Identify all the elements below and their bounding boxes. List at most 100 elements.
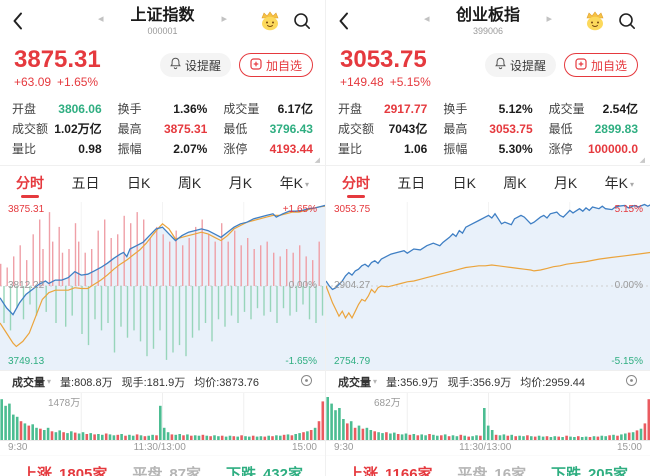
- volume-info-row: 成交量 ▾ 量:808.8万 现手:181.9万 均价:3873.76: [0, 370, 325, 393]
- add-watchlist-label: 加自选: [265, 58, 302, 73]
- bell-icon: [170, 57, 181, 73]
- set-alert-label: 设提醒: [184, 58, 221, 73]
- time-open: 9:30: [334, 442, 354, 453]
- volume-max-label: 1478万: [48, 398, 81, 409]
- current-price: 3875.31: [14, 46, 101, 73]
- breadth-advancers: 上涨 1166家: [348, 466, 433, 476]
- page-title: 创业板指: [455, 7, 521, 24]
- tab-monthly-k[interactable]: 月K: [553, 175, 578, 191]
- axis-label-low-pct: -1.65%: [285, 356, 317, 367]
- tab-yearly-k[interactable]: 年K ▾: [604, 175, 634, 191]
- stat-amount: 成交额 1.02万亿: [12, 122, 102, 136]
- volume-current: 现手:181.9万: [121, 376, 186, 389]
- axis-label-low: 2754.79: [334, 356, 371, 367]
- axis-label-high-pct: +1.65%: [282, 204, 317, 215]
- stat-volume: 成交量 6.17亿: [223, 102, 313, 116]
- add-watchlist-button[interactable]: 加自选: [563, 53, 638, 77]
- stat-amount: 成交额 7043亿: [338, 122, 428, 136]
- add-box-icon: [250, 57, 262, 73]
- set-alert-button[interactable]: 设提醒: [159, 53, 231, 77]
- intraday-chart-svg[interactable]: [326, 202, 650, 370]
- tab-yearly-k[interactable]: 年K ▾: [279, 175, 309, 191]
- stats-grid: 开盘 2917.77 换手 5.12% 成交量 2.54亿 成交额 7043亿 最高 30…: [326, 96, 650, 166]
- stat-volume: 成交量 2.54亿: [548, 102, 638, 116]
- search-icon[interactable]: [618, 12, 636, 35]
- stat-volume-ratio: 量比 1.06: [338, 142, 428, 156]
- time-open: 9:30: [8, 442, 28, 453]
- tab-5day[interactable]: 五日: [397, 175, 426, 191]
- expand-handle-icon[interactable]: ◢: [639, 157, 645, 164]
- time-axis: 9:30 11:30/13:00 15:00: [0, 441, 325, 456]
- prev-index-arrow-icon[interactable]: ◂: [98, 13, 104, 25]
- expand-handle-icon[interactable]: ◢: [314, 157, 320, 164]
- crown-face-emoji[interactable]: [259, 10, 281, 36]
- panel-chinext-index: ◂ 创业板指 399006 ▸ 3053.75 +149.48 +5.15% 设提…: [325, 0, 650, 476]
- axis-label-mid: 2904.27: [334, 280, 371, 291]
- volume-dropdown[interactable]: 成交量 ▾: [338, 376, 378, 389]
- crown-face-emoji[interactable]: [584, 10, 606, 36]
- search-icon[interactable]: [293, 12, 311, 35]
- volume-chart[interactable]: 1478万: [0, 393, 325, 441]
- add-watchlist-label: 加自选: [590, 58, 627, 73]
- change-percent: +1.65%: [57, 75, 99, 89]
- volume-max-label: 682万: [374, 398, 401, 409]
- chevron-down-icon: ▾: [629, 180, 634, 189]
- tab-daily-k[interactable]: 日K: [127, 175, 151, 191]
- market-breadth: 上涨 1166家 平盘 16家 下跌 205家: [326, 456, 650, 476]
- breadth-decliners: 下跌 432家: [225, 466, 303, 476]
- tab-weekly-k[interactable]: 周K: [177, 175, 202, 191]
- prev-index-arrow-icon[interactable]: ◂: [424, 13, 430, 25]
- chart-settings-icon[interactable]: [300, 374, 313, 390]
- set-alert-button[interactable]: 设提醒: [484, 53, 556, 77]
- axis-label-high: 3875.31: [8, 204, 45, 215]
- quote-block: 3875.31 +63.09 +1.65% 设提醒 加自选: [0, 44, 325, 96]
- intraday-chart[interactable]: 3053.75 5.15% 2904.27 0.00% 2754.79 -5.1…: [326, 202, 650, 370]
- intraday-chart[interactable]: 3875.31 +1.65% 3812.22 0.00% 3749.13 -1.…: [0, 202, 325, 370]
- volume-dropdown[interactable]: 成交量 ▾: [12, 376, 52, 389]
- tab-weekly-k[interactable]: 周K: [503, 175, 527, 191]
- stat-low: 最低 3796.43: [223, 122, 313, 136]
- stock-code: 399006: [472, 26, 504, 36]
- axis-label-mid: 3812.22: [8, 280, 45, 291]
- volume-avg-price: 均价:3873.76: [194, 376, 260, 389]
- volume-chart-svg[interactable]: [0, 393, 325, 441]
- tab-daily-k[interactable]: 日K: [452, 175, 476, 191]
- intraday-chart-svg[interactable]: [0, 202, 325, 370]
- stat-limit-up: 涨停 100000.0: [548, 142, 638, 156]
- breadth-unchanged: 平盘 87家: [132, 466, 202, 476]
- back-icon[interactable]: [338, 11, 350, 36]
- add-watchlist-button[interactable]: 加自选: [238, 53, 313, 77]
- change-value: +63.09: [14, 75, 52, 89]
- change-value: +149.48: [340, 75, 384, 89]
- volume-chart-svg[interactable]: [326, 393, 650, 441]
- back-icon[interactable]: [12, 11, 24, 36]
- next-index-arrow-icon[interactable]: ▸: [221, 13, 227, 25]
- stock-code: 000001: [147, 26, 178, 36]
- axis-label-low-pct: -5.15%: [611, 356, 643, 367]
- volume-current: 现手:356.9万: [447, 376, 512, 389]
- breadth-advancers: 上涨 1805家: [22, 466, 108, 476]
- stat-amplitude: 振幅 5.30%: [443, 142, 533, 156]
- chart-tabs: 分时 五日 日K 周K 月K 年K ▾: [0, 166, 325, 202]
- tab-intraday[interactable]: 分时: [342, 173, 370, 197]
- chart-tabs: 分时 五日 日K 周K 月K 年K ▾: [326, 166, 650, 202]
- volume-chart[interactable]: 682万: [326, 393, 650, 441]
- chevron-down-icon: ▾: [304, 180, 309, 189]
- chart-settings-icon[interactable]: [625, 374, 638, 390]
- tab-5day[interactable]: 五日: [71, 175, 100, 191]
- next-index-arrow-icon[interactable]: ▸: [546, 13, 552, 25]
- page-title: 上证指数: [130, 7, 195, 24]
- volume-avg-price: 均价:2959.44: [520, 376, 586, 389]
- panel-shanghai-index: ◂ 上证指数 000001 ▸ 3875.31 +63.09 +1.65% 设提醒: [0, 0, 325, 476]
- time-midday: 11:30/13:00: [133, 442, 186, 453]
- stat-turnover-rate: 换手 1.36%: [117, 102, 208, 116]
- stat-low: 最低 2899.83: [548, 122, 638, 136]
- tab-monthly-k[interactable]: 月K: [228, 175, 253, 191]
- volume-total: 量:356.9万: [386, 376, 439, 389]
- axis-label-mid-pct: 0.00%: [288, 280, 317, 291]
- breadth-unchanged: 平盘 16家: [457, 466, 527, 476]
- stat-open: 开盘 3806.06: [12, 102, 102, 116]
- header: ◂ 创业板指 399006 ▸: [326, 0, 650, 44]
- tab-intraday[interactable]: 分时: [16, 173, 44, 197]
